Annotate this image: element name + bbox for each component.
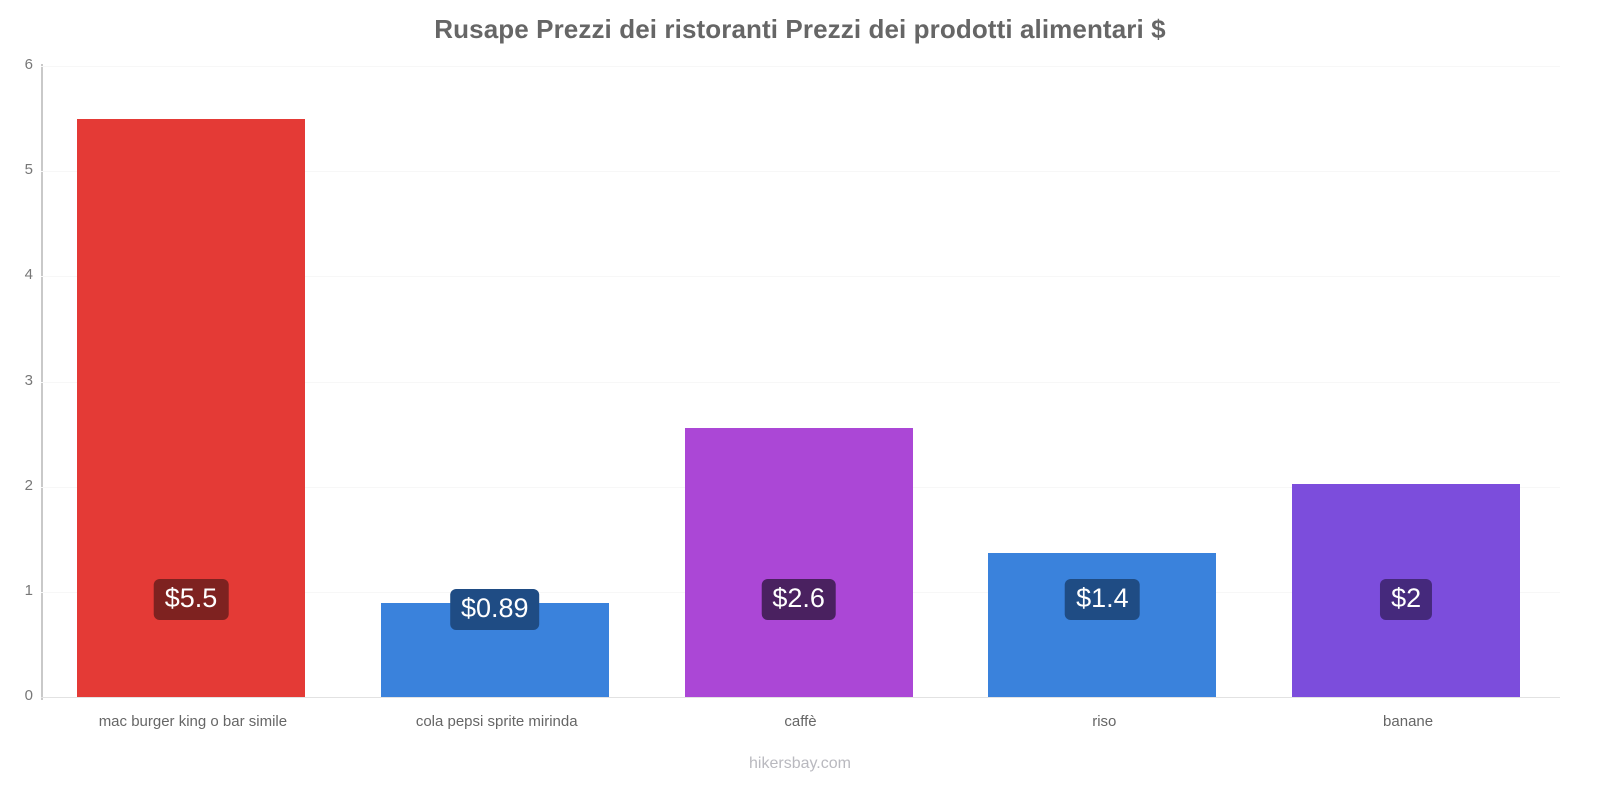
chart-title: Rusape Prezzi dei ristoranti Prezzi dei … (434, 14, 1166, 44)
gridline (41, 697, 1560, 698)
y-axis-tick-label: 3 (24, 371, 33, 389)
y-axis-tick-label: 5 (24, 161, 33, 179)
y-axis-tick-label: 0 (24, 687, 33, 704)
bar[interactable]: $1.4 (988, 552, 1217, 697)
y-axis-tick-label: 2 (24, 476, 33, 494)
gridline (41, 171, 1560, 173)
bar[interactable]: $2.6 (684, 427, 913, 697)
y-axis-tick-label: 4 (24, 266, 33, 284)
y-axis-tick-label: 1 (24, 581, 33, 599)
x-axis-category-label: riso (1092, 713, 1117, 730)
x-axis-category-label: cola pepsi sprite mirinda (415, 713, 578, 730)
gridline (41, 276, 1560, 278)
bar[interactable]: $5.5 (77, 118, 305, 697)
bar-value-label: $1.4 (1065, 579, 1140, 620)
x-axis-category-label: banane (1383, 713, 1434, 730)
plot-area: $5.5 $0.89 $2.6 $1.4 $2 (41, 66, 1560, 698)
bar-value-label: $2.6 (761, 579, 836, 620)
bar[interactable]: $0.89 (380, 589, 609, 697)
bar-value-label: $5.5 (153, 579, 229, 620)
gridline (41, 381, 1560, 383)
y-axis-tick-label: 6 (24, 56, 33, 73)
bar-value-label: $0.89 (450, 589, 540, 631)
bar-value-label: $2 (1380, 579, 1433, 620)
x-axis-category-label: mac burger king o bar simile (98, 713, 288, 730)
bar[interactable]: $2 (1292, 483, 1521, 697)
gridline (41, 66, 1560, 67)
source-watermark: hikersbay.com (749, 755, 851, 772)
x-axis-category-label: caffè (784, 713, 817, 730)
